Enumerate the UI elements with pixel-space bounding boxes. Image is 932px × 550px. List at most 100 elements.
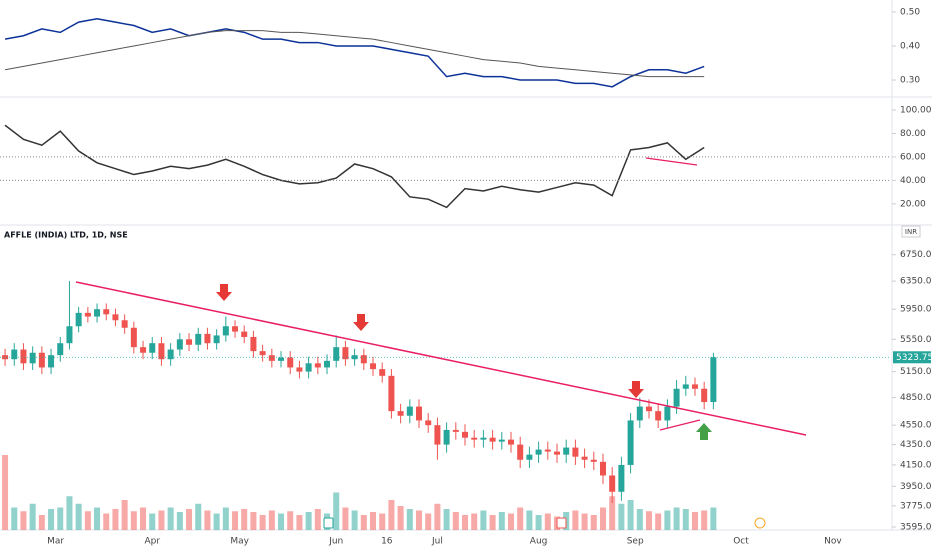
volume-bar <box>691 512 698 530</box>
candle-body <box>443 429 450 445</box>
volume-bar <box>112 509 119 530</box>
up-arrow <box>696 423 712 440</box>
candle-body <box>259 351 266 356</box>
candle-body <box>416 406 423 421</box>
candle-body <box>655 411 662 421</box>
candle-body <box>379 369 386 376</box>
candle-body <box>673 388 680 407</box>
earnings-icon <box>323 517 334 529</box>
volume-bar <box>176 512 183 530</box>
volume-bar <box>259 515 266 530</box>
candle-body <box>296 367 303 372</box>
candle-body <box>664 406 671 421</box>
volume-bar <box>29 503 36 530</box>
candle-body <box>140 347 147 353</box>
plot: 0.50 0.40 0.30 100.00 80.00 60.00 40.00 20.00 67… <box>0 7 932 547</box>
volume-bar <box>94 507 101 530</box>
down-arrow <box>353 314 369 331</box>
volume-bar <box>517 507 524 530</box>
candle-body <box>314 363 321 368</box>
volume-bar <box>416 510 423 530</box>
volume-bar <box>627 500 634 530</box>
candle-body <box>186 339 193 345</box>
candle-body <box>645 406 652 412</box>
volume-bar <box>305 512 312 530</box>
volume-bar <box>130 511 137 530</box>
y-tick-label: 60.00 <box>900 152 926 162</box>
drawings <box>75 157 807 529</box>
candle-body <box>627 420 634 465</box>
candle-body <box>84 312 91 317</box>
volume-bar <box>66 496 73 530</box>
x-tick-label: Sep <box>627 537 644 547</box>
volume-bar <box>544 513 551 530</box>
volume-bar <box>434 503 441 530</box>
x-tick-label: 16 <box>381 537 393 547</box>
volume-bar <box>370 512 377 530</box>
volume-bar <box>645 511 652 530</box>
series-line <box>4 17 705 88</box>
volume-bar <box>471 513 478 530</box>
y-tick-label: 3950.00 <box>900 482 932 492</box>
y-tick-label: 0.30 <box>900 76 920 86</box>
volume-bar <box>232 511 239 530</box>
x-tick-label: Oct <box>733 537 749 547</box>
last-price-label: 5323.75 <box>896 353 932 363</box>
y-tick-label: 80.00 <box>900 129 926 139</box>
y-tick-label: 4150.00 <box>900 460 932 470</box>
candle-body <box>112 314 119 321</box>
volume-bar <box>287 511 294 530</box>
volume-bar <box>508 513 515 530</box>
y-tick-label: 5550.00 <box>900 335 932 345</box>
candle-body <box>287 357 294 368</box>
candle-body <box>94 309 101 317</box>
candle-body <box>149 343 156 353</box>
x-tick-label: Jun <box>328 537 343 547</box>
candle-body <box>57 343 64 356</box>
candle-body <box>388 375 395 412</box>
candle-body <box>498 439 505 442</box>
volume-bar <box>158 510 165 530</box>
candle-body <box>480 437 487 440</box>
candle-body <box>278 357 285 361</box>
candle-body <box>609 475 616 492</box>
down-arrow <box>628 381 644 398</box>
candle-body <box>710 357 717 403</box>
volume-bar <box>710 507 717 530</box>
volume-bar <box>452 512 459 530</box>
candle-body <box>599 461 606 476</box>
x-tick-label: May <box>230 537 249 547</box>
volume-bar <box>673 507 680 530</box>
candle-body <box>489 437 496 442</box>
volume-bar <box>278 513 285 530</box>
x-tick-label: Apr <box>144 537 160 547</box>
candle-body <box>581 456 588 460</box>
candle-body <box>241 331 248 337</box>
candle-body <box>324 360 331 368</box>
volume-bar <box>379 513 386 530</box>
volume-bar <box>121 500 128 530</box>
volume-bar <box>222 507 229 530</box>
candle-body <box>425 420 432 426</box>
volume-bar <box>2 455 9 530</box>
volume-bar <box>268 510 275 530</box>
candle-body <box>250 336 257 352</box>
candle-body <box>167 349 174 360</box>
volume-bar <box>57 507 64 530</box>
volume-bar <box>425 513 432 530</box>
candle-body <box>370 363 377 370</box>
candle-body <box>682 384 689 389</box>
series-line <box>4 30 705 78</box>
volume-bar <box>498 512 505 530</box>
volume-bar <box>599 507 606 530</box>
y-tick-label: 100.00 <box>900 105 932 115</box>
volume-bar <box>167 507 174 530</box>
candle-body <box>176 339 183 350</box>
volume-bar <box>489 515 496 530</box>
volume-bar <box>572 510 579 530</box>
volume-bar <box>360 515 367 530</box>
candle-body <box>508 439 515 445</box>
trend-line <box>75 281 807 436</box>
volume-bar <box>701 510 708 530</box>
